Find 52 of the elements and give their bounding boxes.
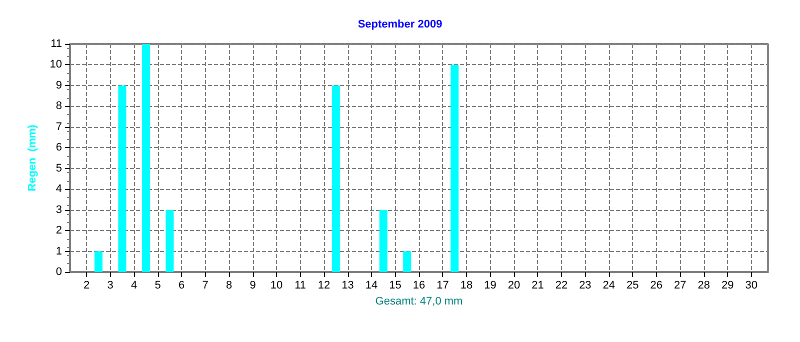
y-tick-label: 0 — [56, 266, 62, 278]
y-tick-label: 10 — [50, 58, 62, 71]
y-tick-label: 4 — [56, 183, 62, 196]
x-tick-label: 10 — [270, 280, 283, 292]
x-tick-label: 11 — [294, 280, 306, 292]
bar — [403, 251, 412, 272]
y-axis-title: Regen (mm) — [26, 124, 38, 192]
x-tick-label: 27 — [674, 280, 686, 292]
y-tick-label: 8 — [56, 100, 62, 112]
x-tick-label: 30 — [745, 280, 758, 292]
x-axis-title: Gesamt: 47,0 mm — [375, 296, 463, 308]
x-tick-label: 13 — [342, 280, 354, 292]
y-tick-label: 7 — [56, 120, 62, 133]
x-tick-label: 3 — [107, 280, 114, 292]
bar — [166, 210, 174, 272]
bar — [94, 251, 102, 272]
x-tick-label: 2 — [84, 280, 90, 292]
y-tick-label: 6 — [56, 142, 62, 154]
x-tick-label: 19 — [484, 280, 496, 292]
x-tick-label: 14 — [365, 280, 378, 292]
y-tick-label: 9 — [56, 79, 62, 92]
bar — [142, 44, 150, 272]
x-tick-label: 21 — [532, 280, 544, 292]
y-tick-label: 2 — [56, 224, 62, 237]
bar — [450, 64, 459, 272]
y-tick-label: 5 — [56, 162, 62, 174]
x-tick-label: 8 — [226, 280, 232, 292]
bar — [379, 210, 388, 272]
x-tick-label: 29 — [722, 280, 734, 292]
x-tick-label: 9 — [250, 280, 256, 292]
x-tick-label: 20 — [508, 280, 520, 292]
x-tick-label: 15 — [389, 280, 402, 292]
x-tick-label: 25 — [626, 280, 639, 292]
x-tick-label: 5 — [154, 280, 161, 292]
x-tick-label: 17 — [436, 280, 449, 292]
chart-title: September 2009 — [358, 18, 442, 30]
y-tick-label: 3 — [56, 204, 62, 216]
bar — [332, 85, 340, 272]
x-tick-label: 26 — [650, 280, 663, 292]
bar — [118, 85, 126, 272]
x-tick-label: 6 — [178, 280, 185, 292]
y-tick-label: 11 — [50, 38, 62, 50]
x-tick-label: 28 — [698, 280, 710, 292]
x-tick-label: 4 — [131, 280, 138, 292]
x-tick-label: 16 — [412, 280, 426, 292]
x-tick-label: 18 — [460, 280, 473, 292]
x-tick-label: 24 — [602, 280, 616, 292]
x-tick-label: 12 — [318, 280, 330, 292]
x-tick-label: 22 — [555, 280, 568, 292]
x-tick-label: 7 — [202, 280, 208, 292]
x-tick-label: 23 — [579, 280, 592, 292]
y-tick-label: 1 — [56, 245, 62, 258]
